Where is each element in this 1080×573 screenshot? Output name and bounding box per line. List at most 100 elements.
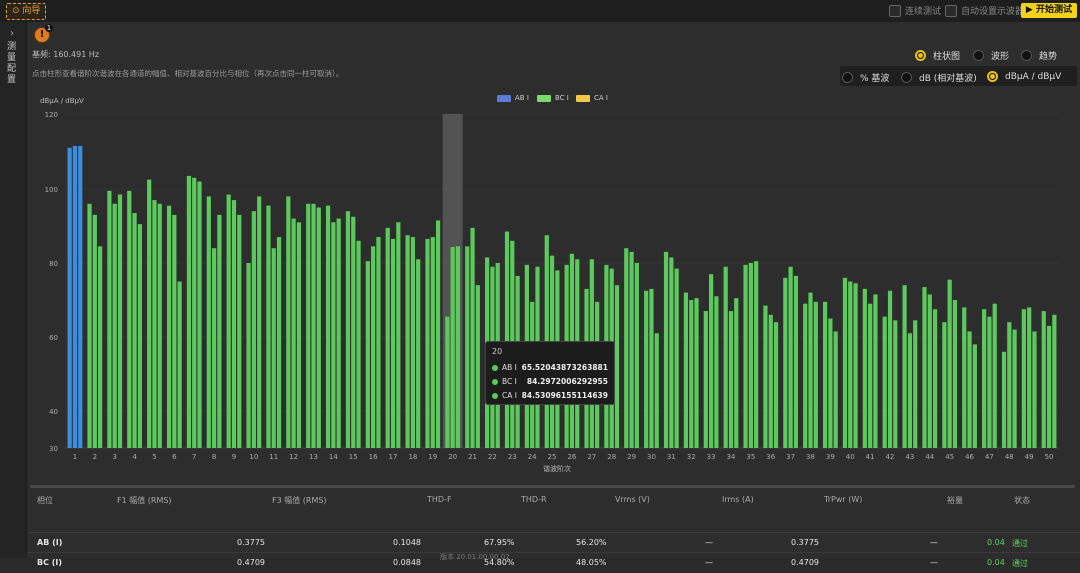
bar-bci-h35[interactable]	[748, 263, 753, 448]
bar-bci-h5[interactable]	[152, 200, 157, 448]
radio-selected-icon[interactable]	[915, 50, 926, 61]
view-mode-trend[interactable]: 趋势	[1021, 49, 1057, 62]
bar-bci-h38[interactable]	[808, 292, 813, 448]
radio-icon[interactable]	[901, 72, 912, 83]
bar-abi-h29[interactable]	[624, 248, 629, 448]
bar-cai-h36[interactable]	[773, 322, 779, 448]
table-divider[interactable]	[30, 485, 1075, 488]
bar-cai-h38[interactable]	[813, 301, 818, 448]
radio-icon[interactable]	[842, 72, 853, 83]
bar-abi-h46[interactable]	[962, 307, 967, 448]
view-mode-waveform[interactable]: 波形	[973, 49, 1009, 62]
bar-abi-h18[interactable]	[405, 235, 410, 448]
bar-abi-h3[interactable]	[107, 190, 112, 448]
bar-cai-h11[interactable]	[276, 237, 282, 448]
bar-abi-h16[interactable]	[365, 261, 370, 448]
bar-abi-h32[interactable]	[683, 292, 689, 448]
bar-cai-h13[interactable]	[316, 207, 321, 449]
bar-bci-h1[interactable]	[72, 145, 78, 449]
bar-abi-h49[interactable]	[1021, 309, 1026, 448]
bar-cai-h30[interactable]	[654, 333, 659, 448]
bar-bci-h2[interactable]	[92, 214, 97, 448]
bar-abi-h4[interactable]	[127, 190, 132, 448]
bar-abi-h23[interactable]	[504, 231, 510, 448]
bar-bci-h40[interactable]	[848, 281, 853, 449]
bar-cai-h44[interactable]	[932, 309, 938, 448]
legend-bc[interactable]: BC I	[537, 94, 569, 102]
bar-bci-h12[interactable]	[291, 218, 296, 448]
bar-bci-h11[interactable]	[271, 248, 276, 448]
bar-abi-h5[interactable]	[147, 179, 152, 449]
bar-bci-h32[interactable]	[689, 300, 694, 448]
bar-bci-h7[interactable]	[192, 177, 197, 448]
bar-abi-h50[interactable]	[1041, 311, 1046, 448]
legend-ab[interactable]: AB I	[497, 94, 529, 102]
bar-cai-h1[interactable]	[78, 145, 83, 449]
bar-bci-h15[interactable]	[351, 216, 356, 448]
bar-cai-h31[interactable]	[674, 268, 679, 448]
bar-cai-h33[interactable]	[714, 296, 719, 448]
bar-cai-h7[interactable]	[197, 181, 202, 449]
bar-bci-h16[interactable]	[371, 246, 376, 448]
bar-bci-h19[interactable]	[430, 237, 435, 448]
bar-cai-h37[interactable]	[793, 275, 799, 448]
bar-abi-h9[interactable]	[226, 194, 231, 448]
bar-cai-h39[interactable]	[833, 331, 838, 448]
unit-dbua-dbuv[interactable]: dBμA / dBμV	[987, 71, 1061, 82]
bar-abi-h36[interactable]	[763, 305, 768, 448]
start-test-button[interactable]: ▶ 开始测试	[1020, 3, 1077, 18]
bar-cai-h42[interactable]	[893, 320, 898, 448]
view-mode-bar[interactable]: 柱状图	[915, 49, 960, 62]
bar-abi-h37[interactable]	[783, 277, 788, 448]
bar-abi-h2[interactable]	[87, 203, 92, 448]
bar-abi-h39[interactable]	[822, 301, 828, 448]
bar-abi-h17[interactable]	[385, 227, 390, 448]
bar-bci-h3[interactable]	[112, 203, 117, 448]
bar-abi-h35[interactable]	[743, 264, 748, 448]
bar-abi-h1[interactable]	[67, 147, 72, 448]
bar-bci-h21[interactable]	[470, 227, 475, 448]
bar-cai-h50[interactable]	[1052, 314, 1057, 448]
bar-cai-h21[interactable]	[475, 285, 480, 448]
auto-scope-checkbox[interactable]	[945, 5, 957, 17]
bar-bci-h50[interactable]	[1046, 325, 1052, 448]
bar-abi-h30[interactable]	[644, 290, 649, 448]
bar-bci-h8[interactable]	[212, 248, 217, 448]
continuous-test-checkbox[interactable]	[889, 5, 901, 17]
bar-cai-h20[interactable]	[455, 246, 461, 448]
bar-abi-h10[interactable]	[246, 263, 251, 448]
bar-abi-h34[interactable]	[723, 266, 728, 448]
bar-bci-h30[interactable]	[649, 288, 654, 448]
bar-cai-h34[interactable]	[734, 298, 739, 448]
bar-bci-h42[interactable]	[887, 290, 893, 448]
bar-abi-h20[interactable]	[445, 316, 450, 448]
bar-bci-h9[interactable]	[231, 200, 237, 448]
legend-ca[interactable]: CA I	[576, 94, 608, 102]
bar-cai-h35[interactable]	[754, 261, 759, 448]
bar-bci-h31[interactable]	[669, 257, 674, 448]
bar-abi-h48[interactable]	[1001, 351, 1007, 448]
bar-cai-h43[interactable]	[913, 320, 918, 448]
bar-bci-h10[interactable]	[251, 211, 256, 448]
bar-abi-h13[interactable]	[306, 203, 311, 448]
bar-cai-h45[interactable]	[952, 300, 958, 448]
bar-bci-h48[interactable]	[1007, 322, 1012, 448]
bar-abi-h33[interactable]	[703, 311, 708, 448]
bar-bci-h29[interactable]	[629, 251, 634, 448]
bar-bci-h17[interactable]	[390, 238, 396, 448]
bar-cai-h12[interactable]	[296, 222, 302, 448]
bar-cai-h47[interactable]	[992, 303, 997, 448]
bar-abi-h31[interactable]	[663, 251, 669, 448]
bar-bci-h46[interactable]	[967, 331, 972, 448]
bar-cai-h19[interactable]	[435, 220, 441, 448]
bar-cai-h49[interactable]	[1032, 331, 1037, 448]
bar-abi-h42[interactable]	[882, 316, 887, 448]
radio-selected-icon[interactable]	[987, 71, 998, 82]
bar-bci-h47[interactable]	[987, 316, 992, 448]
bar-cai-h48[interactable]	[1012, 329, 1017, 448]
bar-cai-h40[interactable]	[853, 283, 858, 448]
bar-bci-h34[interactable]	[728, 311, 734, 448]
bar-cai-h15[interactable]	[356, 240, 361, 448]
bar-abi-h21[interactable]	[465, 246, 470, 448]
bar-cai-h18[interactable]	[416, 259, 421, 448]
